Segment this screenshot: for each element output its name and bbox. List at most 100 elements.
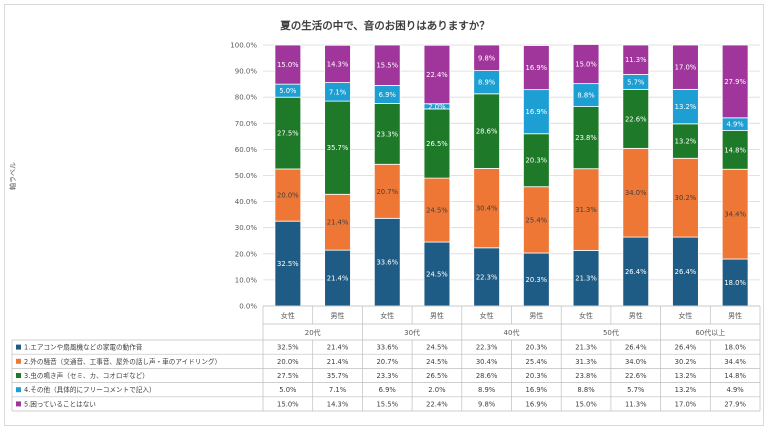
data-label: 22.4%: [426, 71, 448, 79]
x-category-label: 男性: [728, 311, 742, 320]
table-cell: 26.4%: [625, 344, 647, 352]
table-cell: 17.0%: [675, 400, 697, 408]
y-tick-label: 30.0%: [235, 224, 258, 232]
table-cell: 6.9%: [379, 386, 397, 394]
y-axis-label: 軸ラベル: [8, 162, 17, 190]
table-cell: 13.2%: [675, 372, 697, 380]
data-label: 8.9%: [478, 79, 496, 87]
table-cell: 14.3%: [327, 400, 349, 408]
data-label: 22.3%: [476, 273, 498, 281]
table-cell: 2.0%: [428, 386, 446, 394]
data-label: 30.2%: [675, 194, 697, 202]
data-label: 18.0%: [724, 279, 746, 287]
x-category-label: 男性: [331, 311, 345, 320]
legend-swatch: [16, 387, 21, 392]
data-label: 17.0%: [675, 64, 697, 72]
table-cell: 34.4%: [724, 358, 746, 366]
y-tick-label: 50.0%: [235, 172, 258, 180]
table-cell: 4.9%: [727, 386, 745, 394]
data-label: 16.9%: [526, 108, 548, 116]
data-label: 20.7%: [376, 188, 398, 196]
table-cell: 20.3%: [526, 344, 548, 352]
data-label: 25.4%: [526, 216, 548, 224]
data-label: 7.1%: [329, 88, 347, 96]
data-label: 20.0%: [277, 192, 299, 200]
table-cell: 27.5%: [277, 372, 299, 380]
data-label: 33.6%: [376, 259, 398, 267]
legend-entry: 5.困っていることはない: [24, 400, 96, 408]
x-group-label: 40代: [504, 328, 520, 337]
table-cell: 22.4%: [426, 400, 448, 408]
data-label: 9.8%: [478, 54, 496, 62]
data-label: 15.5%: [376, 62, 398, 70]
data-label: 16.9%: [526, 64, 548, 72]
data-label: 14.3%: [327, 60, 349, 68]
data-label: 23.3%: [376, 130, 398, 138]
legend-swatch: [16, 401, 21, 406]
data-label: 4.9%: [727, 121, 745, 129]
y-tick-label: 90.0%: [235, 68, 258, 76]
x-group-label: 20代: [305, 328, 321, 337]
data-label: 15.0%: [277, 61, 299, 69]
data-label: 6.9%: [379, 91, 397, 99]
data-label: 35.7%: [327, 144, 349, 152]
table-cell: 26.5%: [426, 372, 448, 380]
table-cell: 11.3%: [625, 400, 647, 408]
table-cell: 9.8%: [478, 400, 496, 408]
table-cell: 22.6%: [625, 372, 647, 380]
table-cell: 20.0%: [277, 358, 299, 366]
table-cell: 7.1%: [329, 386, 347, 394]
table-cell: 35.7%: [327, 372, 349, 380]
table-cell: 21.3%: [575, 344, 597, 352]
stacked-bar-chart: 夏の生活の中で、音のお困りはありますか？ 軸ラベル 0.0%10.0%20.0%…: [0, 0, 770, 433]
table-cell: 26.4%: [675, 344, 697, 352]
data-label: 23.8%: [575, 134, 597, 142]
x-group-label: 60代以上: [695, 328, 725, 337]
table-cell: 31.3%: [575, 358, 597, 366]
data-label: 8.8%: [577, 92, 595, 100]
x-category-label: 女性: [380, 311, 394, 320]
table-cell: 32.5%: [277, 344, 299, 352]
data-label: 26.4%: [625, 268, 647, 276]
x-category-label: 男性: [430, 311, 444, 320]
x-category-label: 女性: [281, 311, 295, 320]
x-category-label: 女性: [579, 311, 593, 320]
data-label: 20.3%: [526, 276, 548, 284]
x-category-label: 男性: [629, 311, 643, 320]
data-label: 32.5%: [277, 260, 299, 268]
data-label: 28.6%: [476, 128, 498, 136]
table-cell: 24.5%: [426, 344, 448, 352]
table-cell: 23.8%: [575, 372, 597, 380]
table-cell: 20.7%: [376, 358, 398, 366]
x-category-label: 男性: [529, 311, 543, 320]
legend-entry: 2.外の騒音（交通音、工事音、屋外の話し声・車のアイドリング）: [24, 357, 221, 366]
table-cell: 20.3%: [526, 372, 548, 380]
data-label: 14.8%: [724, 146, 746, 154]
x-category-label: 女性: [480, 311, 494, 320]
table-cell: 27.9%: [724, 400, 746, 408]
y-axis-ticks: 0.0% 10.0% 20.0% 30.0% 40.0% 50.0% 60.0% 70.0% 8…: [230, 42, 257, 311]
data-label: 5.7%: [627, 78, 645, 86]
y-tick-label: 0.0%: [239, 303, 257, 311]
data-label: 34.0%: [625, 189, 647, 197]
data-label: 15.0%: [575, 61, 597, 69]
table-cell: 15.0%: [575, 400, 597, 408]
data-label: 24.5%: [426, 207, 448, 215]
data-label: 21.4%: [327, 275, 349, 283]
table-cell: 8.8%: [577, 386, 595, 394]
legend-entry: 1.エアコンや扇風機などの家電の動作音: [24, 343, 143, 352]
data-label: 13.2%: [675, 103, 697, 111]
table-cell: 15.0%: [277, 400, 299, 408]
data-label: 34.4%: [724, 211, 746, 219]
y-tick-label: 100.0%: [230, 42, 257, 50]
x-group-label: 30代: [404, 328, 420, 337]
x-category-label: 女性: [678, 311, 692, 320]
data-label: 24.5%: [426, 271, 448, 279]
table-cell: 16.9%: [526, 386, 548, 394]
data-label: 5.0%: [279, 87, 297, 95]
table-cell: 23.3%: [376, 372, 398, 380]
y-tick-label: 80.0%: [235, 94, 258, 102]
data-label: 20.3%: [526, 157, 548, 165]
table-cell: 13.2%: [675, 386, 697, 394]
table-cell: 21.4%: [327, 358, 349, 366]
